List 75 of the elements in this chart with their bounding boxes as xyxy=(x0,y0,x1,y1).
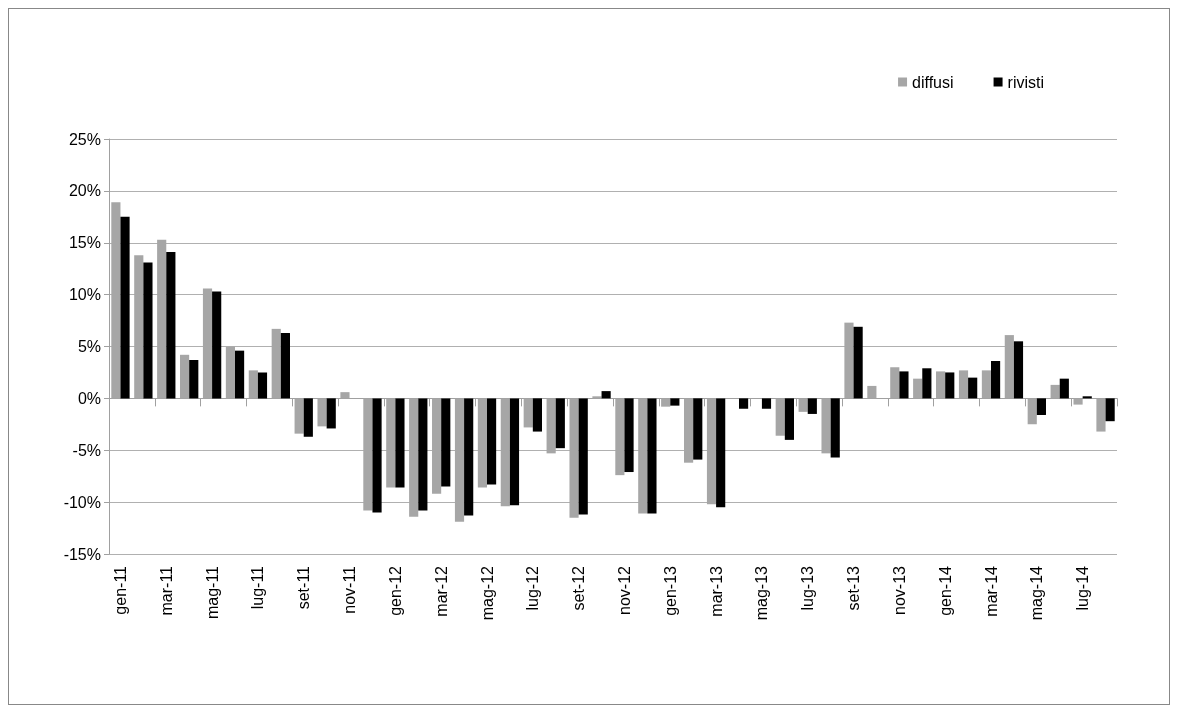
x-tick-label: gen-14 xyxy=(936,565,954,616)
bar xyxy=(807,398,817,414)
y-tick-label: 0% xyxy=(77,389,101,407)
y-tick-label: 15% xyxy=(68,234,101,252)
bar xyxy=(555,398,565,449)
bar xyxy=(441,398,451,487)
bar xyxy=(761,398,772,409)
bar xyxy=(1013,341,1024,399)
x-tick-label: set-12 xyxy=(570,565,588,611)
y-tick-label: -10% xyxy=(63,493,101,511)
x-tick-label: nov-12 xyxy=(615,565,633,615)
bar xyxy=(578,398,588,515)
bar xyxy=(624,398,634,473)
y-tick-label: 20% xyxy=(68,182,101,200)
x-tick-label: set-11 xyxy=(295,565,313,610)
bar xyxy=(280,333,290,399)
bar xyxy=(647,398,657,514)
y-tick-label: 10% xyxy=(68,286,101,304)
bar xyxy=(395,398,405,488)
bar xyxy=(1059,378,1069,399)
x-tick-label: mag-14 xyxy=(1028,565,1046,621)
bar xyxy=(143,262,153,399)
x-tick-label: lug-13 xyxy=(799,565,817,611)
bar xyxy=(212,291,222,399)
bar xyxy=(991,361,1001,399)
bar xyxy=(830,398,840,458)
bar xyxy=(968,377,978,399)
bar xyxy=(601,391,611,399)
x-tick-label: mar-14 xyxy=(982,565,1000,617)
bar xyxy=(487,398,497,485)
bar xyxy=(303,398,313,437)
legend-label: diffusi xyxy=(912,73,954,91)
bar xyxy=(670,398,680,406)
y-tick-label: 5% xyxy=(77,338,101,355)
y-tick-label: 25% xyxy=(68,130,101,148)
x-tick-label: set-13 xyxy=(845,565,863,611)
bar xyxy=(693,398,703,460)
x-tick-label: nov-13 xyxy=(890,565,908,615)
y-tick-label: -5% xyxy=(72,441,101,459)
bar xyxy=(1105,398,1115,422)
x-tick-label: mar-12 xyxy=(432,565,450,617)
x-tick-label: gen-13 xyxy=(661,565,679,616)
x-tick-label: mar-13 xyxy=(707,565,725,617)
x-tick-label: mag-12 xyxy=(478,565,496,621)
bar xyxy=(899,371,909,399)
bar xyxy=(166,252,176,399)
bar xyxy=(922,368,932,399)
bar xyxy=(235,350,245,399)
x-tick-label: gen-12 xyxy=(386,565,404,616)
y-tick-label: -15% xyxy=(63,545,101,563)
x-tick-label: lug-11 xyxy=(249,565,267,610)
bar xyxy=(1082,396,1092,399)
bar xyxy=(739,398,749,409)
bar xyxy=(257,372,268,399)
bar xyxy=(326,398,336,429)
x-tick-label: gen-11 xyxy=(111,565,129,615)
legend-label: rivisti xyxy=(1007,73,1044,91)
x-tick-label: mag-11 xyxy=(203,565,221,620)
bar xyxy=(945,372,955,399)
x-tick-label: lug-12 xyxy=(524,565,542,611)
bar xyxy=(120,216,130,399)
bar xyxy=(372,398,382,513)
bar xyxy=(716,398,726,508)
bar xyxy=(189,359,199,399)
x-tick-label: nov-11 xyxy=(341,565,359,614)
bar xyxy=(418,398,428,511)
x-tick-label: mag-13 xyxy=(753,565,771,621)
bar xyxy=(464,398,474,516)
bar xyxy=(1036,398,1046,415)
bar xyxy=(509,398,520,506)
bar xyxy=(853,326,863,399)
bar xyxy=(532,398,542,432)
x-tick-label: lug-14 xyxy=(1074,565,1092,611)
bar xyxy=(784,398,794,440)
x-tick-label: mar-11 xyxy=(157,565,175,616)
